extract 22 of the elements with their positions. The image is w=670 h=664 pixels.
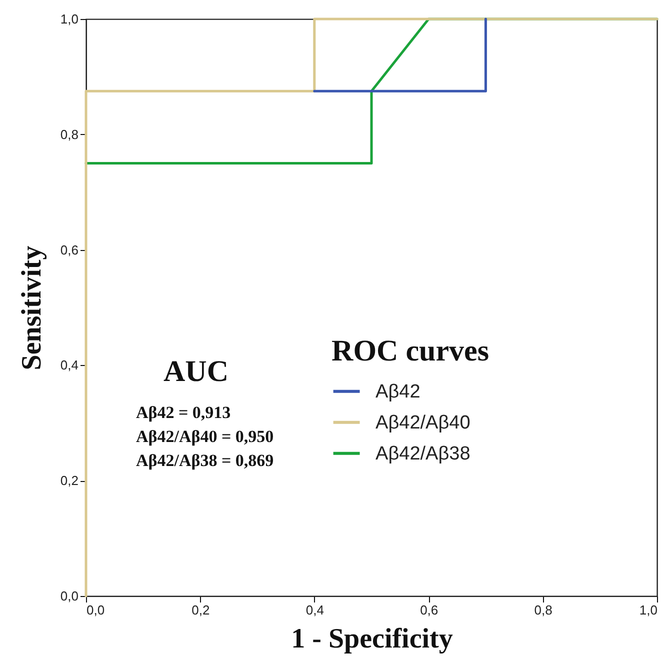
y-tick-label: 0,2	[60, 473, 78, 488]
y-tick-label: 1,0	[60, 12, 78, 26]
x-tick-label: 0,0	[86, 602, 105, 618]
x-axis-title: 1 - Specificity	[291, 624, 453, 654]
legend-title: ROC curves	[332, 334, 490, 368]
y-tick-label: 0,4	[60, 358, 78, 373]
x-tick-label: 0,4	[306, 602, 324, 618]
annotation: Aβ42/Aβ40 = 0,950	[136, 427, 274, 446]
legend-label: Aβ42	[376, 381, 420, 402]
x-tick-label: 0,2	[192, 602, 210, 618]
y-tick-label: 0,6	[60, 242, 78, 258]
legend-label: Aβ42/Aβ38	[376, 443, 470, 464]
y-tick-label: 0,0	[60, 588, 78, 604]
x-tick-label: 1,0	[639, 602, 658, 618]
annotation: AUC	[164, 355, 228, 388]
y-tick-label: 0,8	[60, 126, 78, 142]
annotation: Aβ42 = 0,913	[136, 403, 231, 422]
x-tick-label: 0,8	[534, 602, 552, 618]
annotation: Aβ42/Aβ38 = 0,869	[136, 451, 274, 470]
legend-label: Aβ42/Aβ40	[376, 412, 470, 434]
y-axis-title: Sensitivity	[16, 246, 48, 370]
x-tick-label: 0,6	[420, 602, 438, 618]
